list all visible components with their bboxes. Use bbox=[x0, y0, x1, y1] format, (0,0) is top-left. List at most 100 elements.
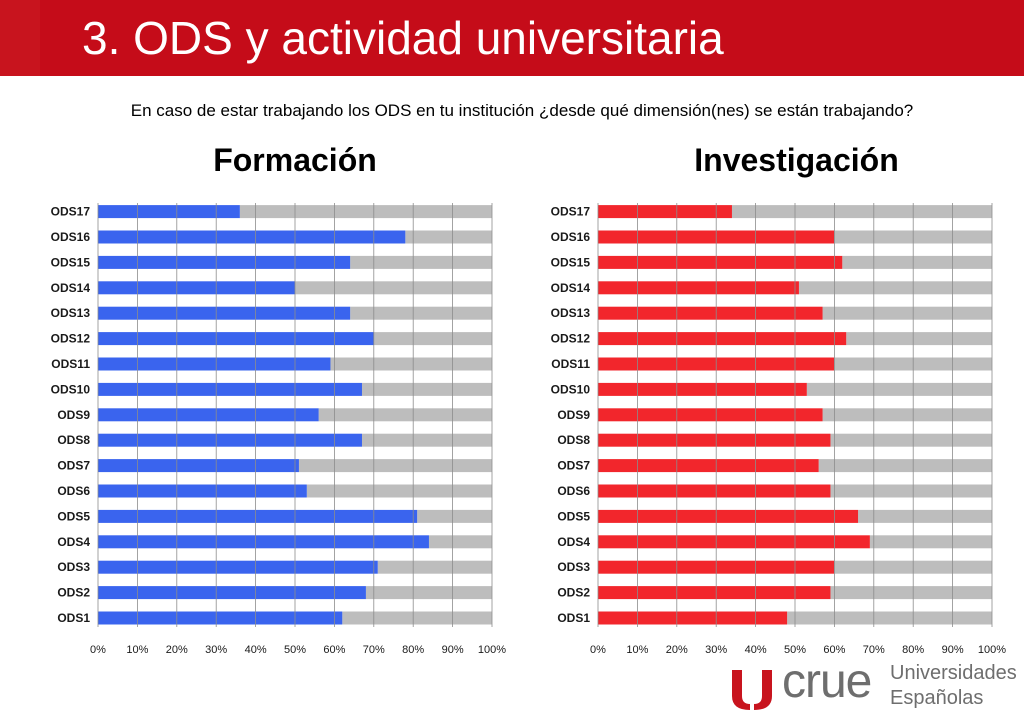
category-label: ODS 5 bbox=[557, 509, 590, 523]
chart-title-formacion: Formación bbox=[98, 140, 492, 180]
bar-remainder bbox=[830, 485, 992, 498]
bar bbox=[598, 408, 823, 421]
bar bbox=[598, 256, 842, 269]
x-tick-label: 0% bbox=[590, 644, 606, 656]
category-label: ODS 14 bbox=[51, 281, 91, 295]
category-label: ODS 8 bbox=[557, 433, 590, 447]
bar bbox=[98, 612, 342, 625]
bar-remainder bbox=[319, 408, 492, 421]
x-tick-label: 10% bbox=[626, 644, 648, 656]
x-tick-label: 10% bbox=[126, 644, 148, 656]
category-label: ODS 12 bbox=[551, 332, 591, 346]
bar-remainder bbox=[330, 358, 492, 371]
chart-investigacion: 0% 10% 20% 30% 40% 50% 60% 70% 80% 90% 1… bbox=[530, 195, 1010, 665]
category-label: ODS 10 bbox=[51, 382, 91, 396]
bar-remainder bbox=[299, 459, 492, 472]
bar bbox=[98, 586, 366, 599]
category-label: ODS 12 bbox=[51, 332, 91, 346]
bar bbox=[98, 358, 330, 371]
title-bar: 3. ODS y actividad universitaria bbox=[0, 0, 1024, 76]
category-label: ODS 6 bbox=[557, 484, 590, 498]
category-label: ODS 4 bbox=[57, 535, 90, 549]
bar-remainder bbox=[842, 256, 992, 269]
bar bbox=[98, 205, 240, 218]
x-tick-label: 20% bbox=[166, 644, 188, 656]
category-label: ODS 3 bbox=[57, 560, 90, 574]
category-label: ODS 9 bbox=[557, 408, 590, 422]
category-label: ODS 6 bbox=[57, 484, 90, 498]
bar-remainder bbox=[830, 434, 992, 447]
category-label: ODS 11 bbox=[551, 357, 590, 371]
x-tick-label: 100% bbox=[478, 644, 506, 656]
logo-line-espanolas: Españolas bbox=[890, 687, 983, 709]
bar-remainder bbox=[846, 332, 992, 345]
bar bbox=[598, 459, 819, 472]
crue-logo: crue Universidades Españolas bbox=[730, 660, 1010, 716]
category-label: ODS 13 bbox=[551, 306, 591, 320]
bar-remainder bbox=[295, 281, 492, 294]
category-label: ODS 17 bbox=[551, 205, 591, 219]
bar bbox=[98, 231, 405, 244]
bar bbox=[98, 485, 307, 498]
crue-emblem-icon bbox=[730, 666, 774, 712]
category-label: ODS 17 bbox=[51, 205, 91, 219]
category-label: ODS 8 bbox=[57, 433, 90, 447]
category-label: ODS 14 bbox=[551, 281, 591, 295]
bar-remainder bbox=[240, 205, 492, 218]
category-label: ODS 10 bbox=[551, 382, 591, 396]
category-label: ODS 16 bbox=[551, 230, 591, 244]
bar-remainder bbox=[374, 332, 492, 345]
bar bbox=[98, 535, 429, 548]
category-label: ODS 1 bbox=[57, 611, 90, 625]
x-tick-label: 100% bbox=[978, 644, 1006, 656]
x-tick-label: 60% bbox=[323, 644, 345, 656]
x-tick-label: 80% bbox=[902, 644, 924, 656]
x-tick-label: 90% bbox=[942, 644, 964, 656]
x-tick-label: 80% bbox=[402, 644, 424, 656]
bar bbox=[598, 434, 830, 447]
category-label: ODS 15 bbox=[551, 255, 591, 269]
bar bbox=[598, 307, 823, 320]
bar-remainder bbox=[858, 510, 992, 523]
logo-line-universidades: Universidades bbox=[890, 662, 1017, 684]
bar-remainder bbox=[366, 586, 492, 599]
bar-remainder bbox=[405, 231, 492, 244]
crue-wordmark: crue bbox=[782, 654, 871, 710]
bar bbox=[598, 586, 830, 599]
bar bbox=[598, 281, 799, 294]
bar-remainder bbox=[342, 612, 492, 625]
bar bbox=[598, 332, 846, 345]
bar bbox=[598, 535, 870, 548]
bar bbox=[98, 332, 374, 345]
category-label: ODS 2 bbox=[57, 586, 90, 600]
bar-remainder bbox=[799, 281, 992, 294]
category-label: ODS 3 bbox=[557, 560, 590, 574]
x-tick-label: 40% bbox=[245, 644, 267, 656]
bar-remainder bbox=[362, 434, 492, 447]
chart-formacion: 0% 10% 20% 30% 40% 50% 60% 70% 80% 90% 1… bbox=[30, 195, 510, 665]
bar bbox=[598, 205, 732, 218]
bar-remainder bbox=[378, 561, 492, 574]
bar-remainder bbox=[350, 256, 492, 269]
bar-remainder bbox=[350, 307, 492, 320]
x-tick-label: 30% bbox=[705, 644, 727, 656]
bar-remainder bbox=[823, 307, 992, 320]
bar bbox=[598, 485, 830, 498]
bar-remainder bbox=[417, 510, 492, 523]
x-tick-label: 30% bbox=[205, 644, 227, 656]
bar bbox=[98, 561, 378, 574]
category-label: ODS 7 bbox=[57, 459, 90, 473]
category-label: ODS 5 bbox=[57, 509, 90, 523]
page-title: 3. ODS y actividad universitaria bbox=[82, 10, 724, 66]
bar-remainder bbox=[362, 383, 492, 396]
category-label: ODS 7 bbox=[557, 459, 590, 473]
category-label: ODS 4 bbox=[557, 535, 590, 549]
category-label: ODS 9 bbox=[57, 408, 90, 422]
category-label: ODS 16 bbox=[51, 230, 91, 244]
x-tick-label: 40% bbox=[745, 644, 767, 656]
bar-remainder bbox=[429, 535, 492, 548]
category-label: ODS 11 bbox=[51, 357, 90, 371]
bar-remainder bbox=[819, 459, 992, 472]
category-label: ODS 13 bbox=[51, 306, 91, 320]
bar bbox=[98, 408, 319, 421]
